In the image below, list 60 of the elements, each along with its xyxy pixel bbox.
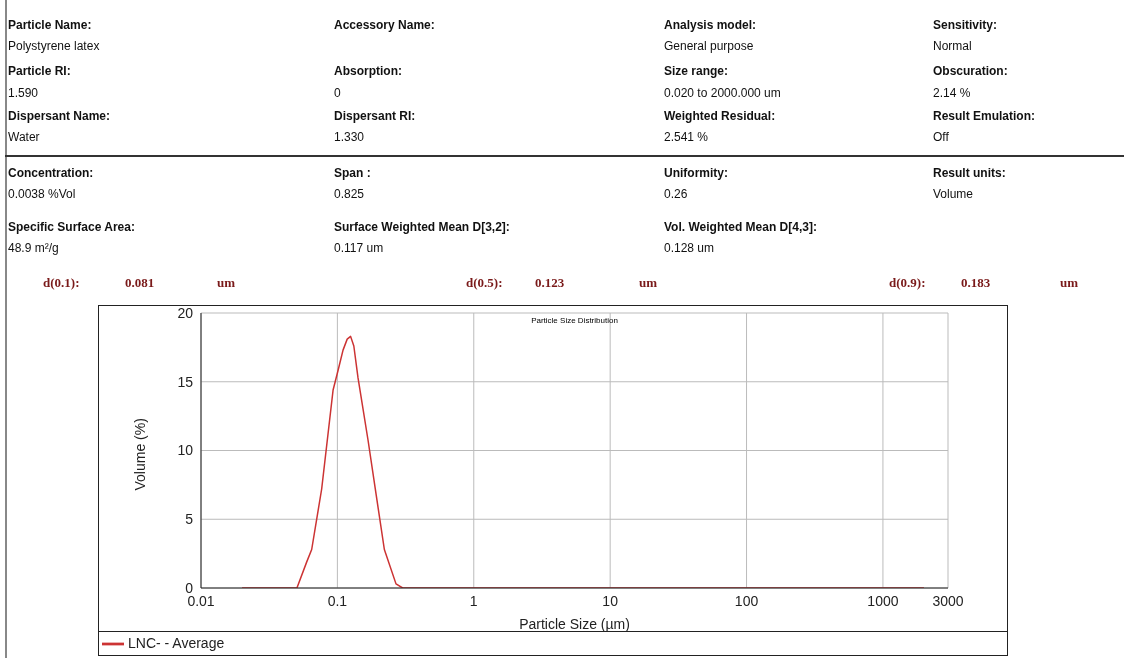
x-tick-label: 100 <box>734 592 759 609</box>
text: Particle RI: <box>8 64 71 78</box>
chart-title: Particle Size Distribution <box>530 316 619 325</box>
text: um <box>639 275 658 291</box>
text: Specific Surface Area: <box>8 220 135 234</box>
x-tick-label: 1000 <box>867 592 899 609</box>
text: 0.183 <box>961 275 991 291</box>
text: 0.123 <box>535 275 565 291</box>
text: Dispersant Name: <box>8 109 111 123</box>
y-tick-label: 20 <box>177 304 194 321</box>
text: 2.14 % <box>933 86 971 100</box>
text: 1.330 <box>334 130 365 144</box>
text: 0.26 <box>664 187 688 201</box>
text: Concentration: <box>8 166 94 180</box>
text: Volume <box>933 187 974 201</box>
text: 0 <box>334 86 341 100</box>
text: Accessory Name: <box>334 18 435 32</box>
text: 0.825 <box>334 187 365 201</box>
text: Span : <box>334 166 371 180</box>
text: Normal <box>933 39 972 53</box>
text: um <box>217 275 236 291</box>
text: Surface Weighted Mean D[3,2]: <box>334 220 510 234</box>
text: 0.117 um <box>334 241 384 255</box>
text: Particle Name: <box>8 18 92 32</box>
text: Obscuration: <box>933 64 1008 78</box>
text: Absorption: <box>334 64 402 78</box>
y-tick-label: 5 <box>185 511 194 528</box>
text: Vol. Weighted Mean D[4,3]: <box>664 220 817 234</box>
text: Size range: <box>664 64 729 78</box>
x-tick-label: 0.1 <box>327 592 348 609</box>
text: 0.128 um <box>664 241 715 255</box>
y-tick-label: 10 <box>177 442 194 459</box>
text: 2.541 % <box>664 130 709 144</box>
text: Result Emulation: <box>933 109 1036 123</box>
legend-label: LNC- - Average <box>128 634 225 651</box>
text: Analysis model: <box>664 18 757 32</box>
x-tick-label: 1 <box>469 592 478 609</box>
x-tick-label: 10 <box>602 592 619 609</box>
text: 0.081 <box>125 275 155 291</box>
text: Polystyrene latex <box>8 39 100 53</box>
text: um <box>1060 275 1079 291</box>
text: d(0.5): <box>466 275 503 291</box>
text: d(0.9): <box>889 275 926 291</box>
text: 0.020 to 2000.000 um <box>664 86 781 100</box>
text: Water <box>8 130 40 144</box>
y-tick-label: 15 <box>177 373 194 390</box>
text: Off <box>933 130 949 144</box>
text: d(0.1): <box>43 275 80 291</box>
y-axis-title: Volume (%) <box>131 418 148 491</box>
text: Sensitivity: <box>933 18 998 32</box>
text: 0.0038 %Vol <box>8 187 76 201</box>
x-tick-label: 3000 <box>932 592 964 609</box>
text: 1.590 <box>8 86 39 100</box>
text: Dispersant RI: <box>334 109 416 123</box>
text: Weighted Residual: <box>664 109 776 123</box>
text: 48.9 m²/g <box>8 241 59 255</box>
x-axis-title: Particle Size (µm) <box>519 616 630 632</box>
text: Uniformity: <box>664 166 728 180</box>
text: Result units: <box>933 166 1006 180</box>
text: General purpose <box>664 39 754 53</box>
